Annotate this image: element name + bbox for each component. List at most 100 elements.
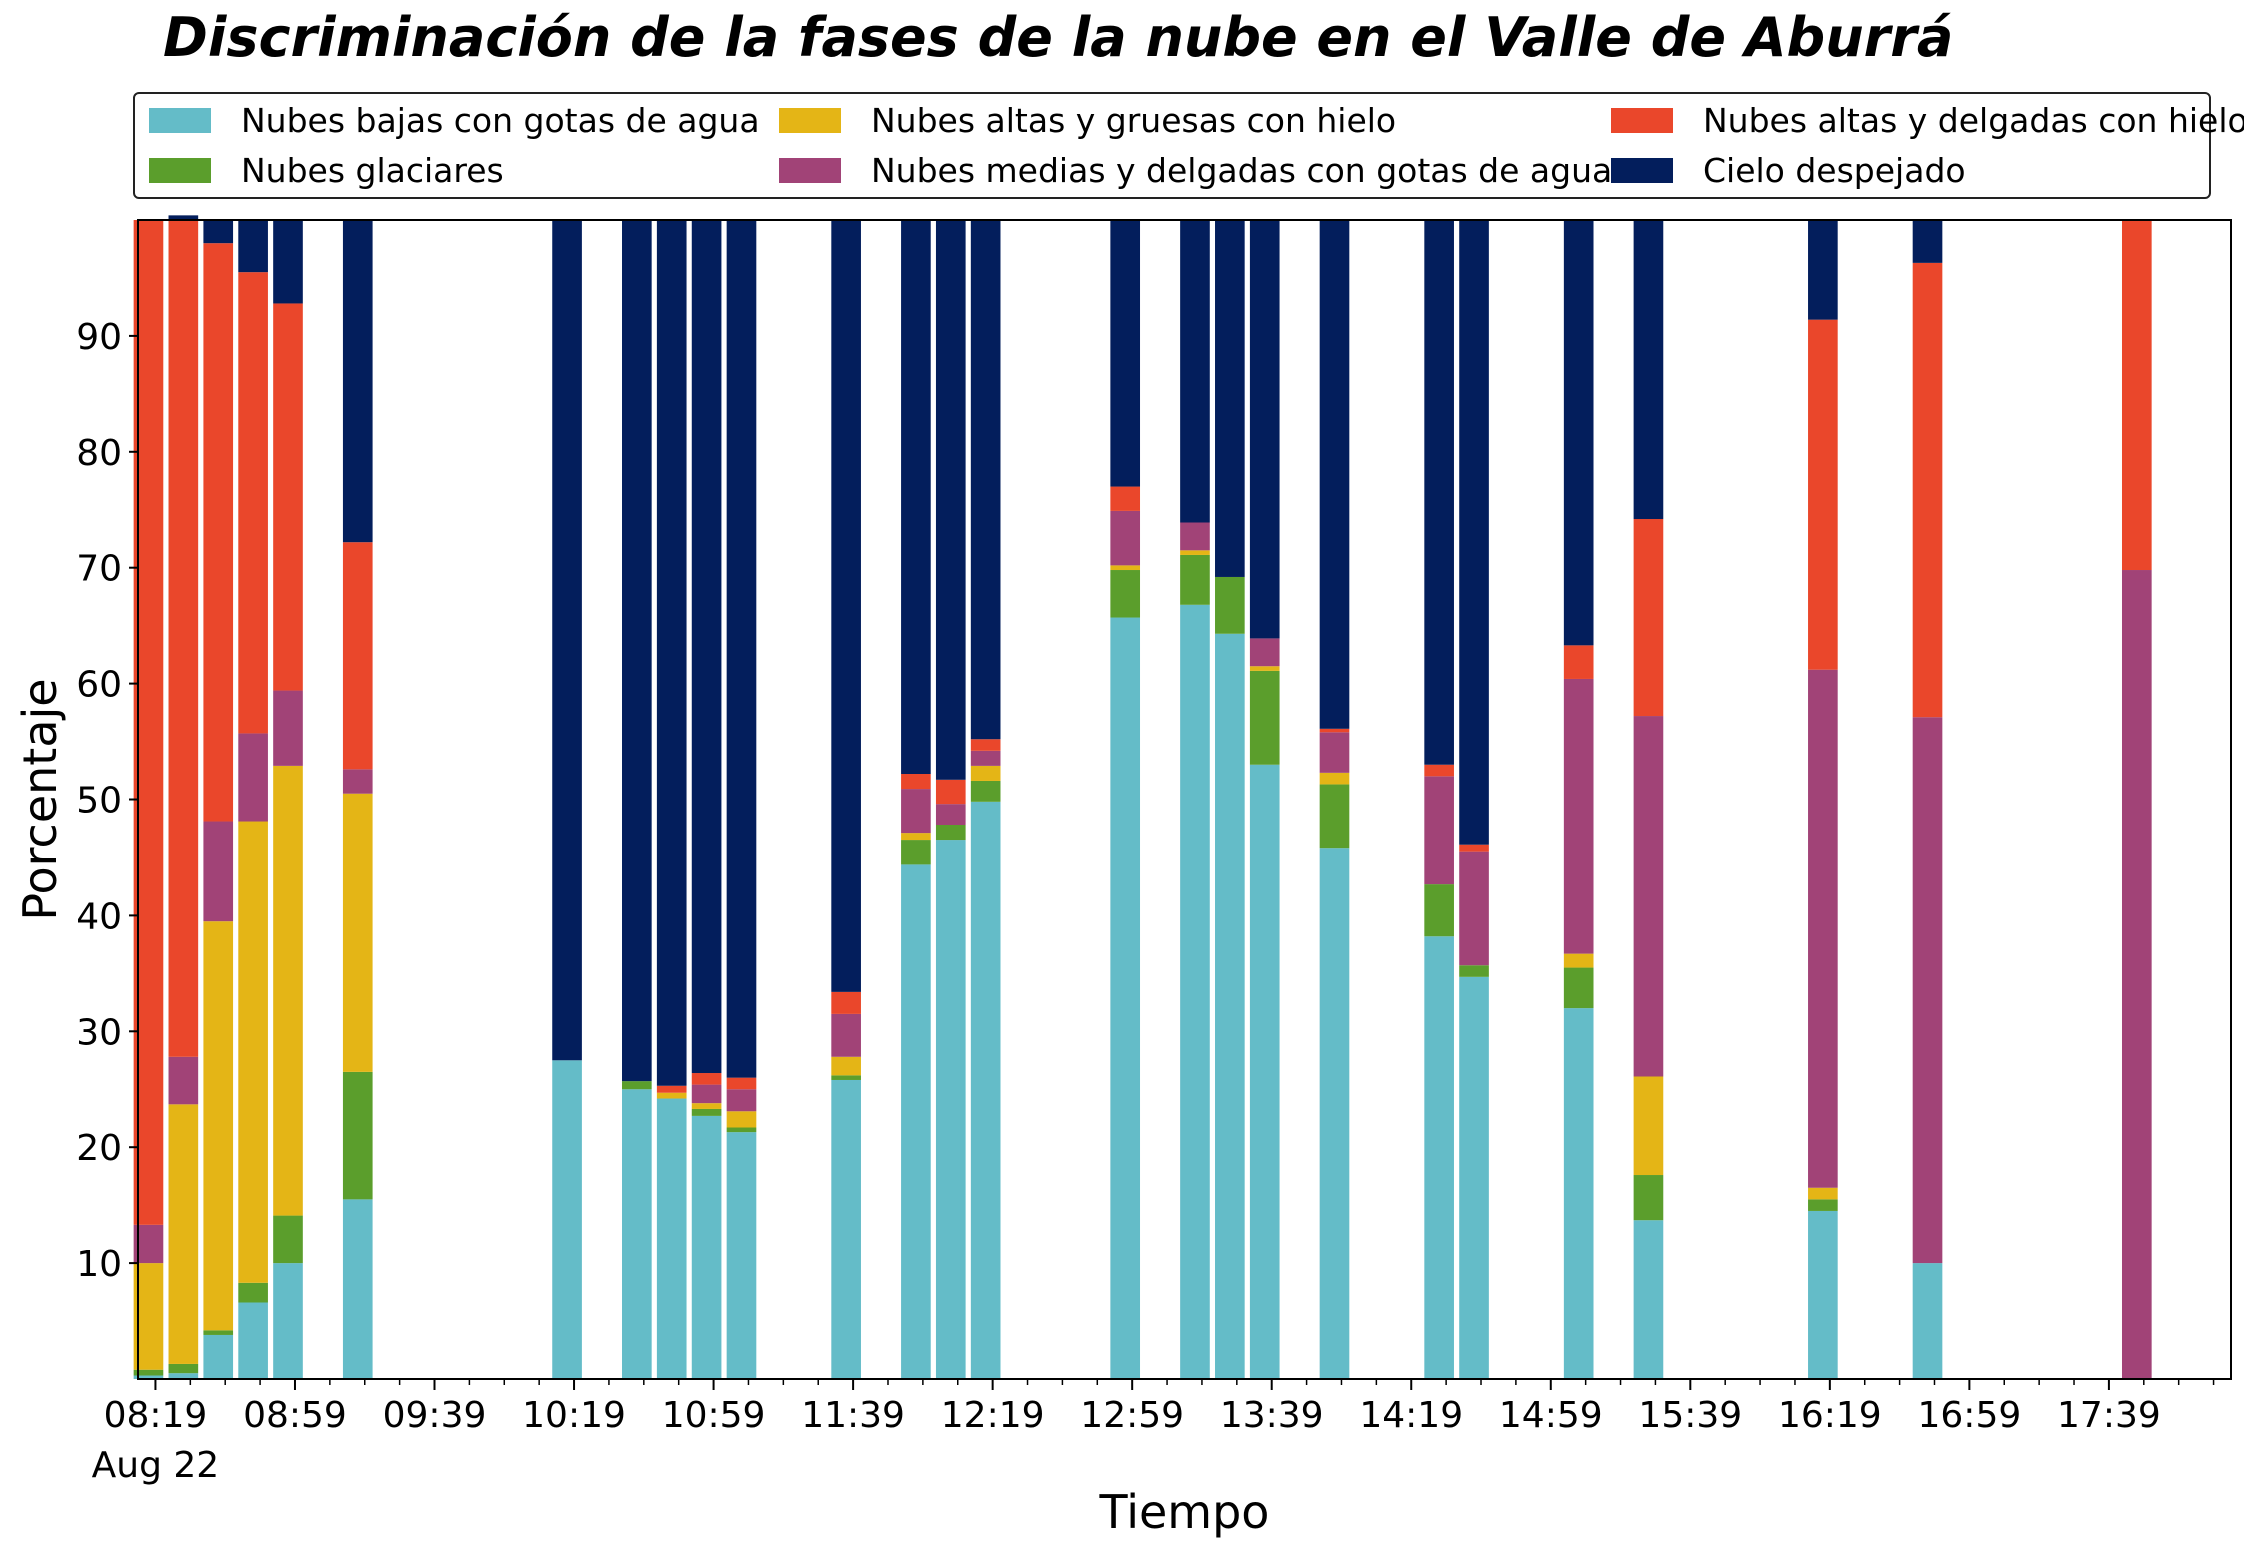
legend-swatch	[779, 157, 841, 183]
y-tick-label: 30	[76, 1012, 122, 1053]
bar-nubes-altas-y-delgadas-con-hielo	[342, 542, 373, 770]
bar-cielo-despejado	[1110, 220, 1141, 487]
x-tick-label: 11:39	[801, 1395, 905, 1436]
x-tick-label: 08:19	[104, 1395, 208, 1436]
bar-nubes-altas-y-gruesas-con-hielo	[273, 765, 303, 1216]
bar-nubes-altas-y-delgadas-con-hielo	[970, 739, 1001, 751]
x-tick-label: 10:59	[662, 1395, 766, 1436]
bar-cielo-despejado	[656, 220, 687, 1086]
bar-nubes-altas-y-delgadas-con-hielo	[168, 220, 199, 1057]
bar-nubes-altas-y-delgadas-con-hielo	[1563, 645, 1594, 679]
y-tick-label: 20	[76, 1128, 122, 1169]
bar-nubes-glaciares	[1459, 965, 1489, 977]
bar-nubes-medias-y-delgadas-con-gotas-de-agua	[691, 1084, 722, 1104]
bar-nubes-altas-y-gruesas-con-hielo	[1180, 550, 1210, 555]
bar-nubes-bajas-con-gotas-de-agua	[901, 864, 931, 1379]
chart-title: Discriminación de la fases de la nube en…	[163, 6, 1954, 69]
bar-nubes-bajas-con-gotas-de-agua	[691, 1115, 722, 1379]
bar-nubes-glaciares	[168, 1363, 199, 1374]
x-axis-label: Tiempo	[1099, 1485, 1270, 1539]
bar-nubes-medias-y-delgadas-con-gotas-de-agua	[273, 690, 303, 766]
x-tick-label: 16:59	[1918, 1395, 2022, 1436]
bar-nubes-bajas-con-gotas-de-agua	[238, 1302, 268, 1379]
bar-nubes-glaciares	[970, 780, 1001, 802]
bar-nubes-glaciares	[691, 1108, 722, 1116]
bar-nubes-glaciares	[1808, 1199, 1838, 1211]
bar-nubes-glaciares	[1215, 576, 1245, 634]
bar-nubes-altas-y-gruesas-con-hielo	[831, 1056, 861, 1076]
y-axis-label: Porcentaje	[13, 678, 67, 920]
bar-nubes-glaciares	[1110, 570, 1141, 618]
bar-nubes-altas-y-delgadas-con-hielo	[1110, 486, 1141, 511]
legend-label: Nubes bajas con gotas de agua	[241, 100, 760, 140]
bar-nubes-bajas-con-gotas-de-agua	[1459, 976, 1489, 1379]
bar-nubes-altas-y-gruesas-con-hielo	[238, 821, 268, 1283]
bar-nubes-altas-y-gruesas-con-hielo	[1319, 772, 1350, 785]
bar-cielo-despejado	[1808, 220, 1838, 320]
bar-cielo-despejado	[552, 220, 582, 1061]
bar-nubes-altas-y-gruesas-con-hielo	[168, 1104, 199, 1364]
bar-cielo-despejado	[1180, 220, 1210, 523]
bar-cielo-despejado	[1424, 220, 1454, 765]
bar-nubes-medias-y-delgadas-con-gotas-de-agua	[1808, 669, 1838, 1188]
bar-nubes-altas-y-delgadas-con-hielo	[1459, 844, 1489, 852]
bar-nubes-glaciares	[1249, 670, 1280, 765]
bar-nubes-medias-y-delgadas-con-gotas-de-agua	[901, 789, 931, 834]
bar-nubes-altas-y-delgadas-con-hielo	[691, 1073, 722, 1085]
x-tick-label: 09:39	[383, 1395, 487, 1436]
bar-nubes-altas-y-delgadas-con-hielo	[1808, 319, 1838, 670]
bar-cielo-despejado	[935, 220, 966, 780]
bar-nubes-bajas-con-gotas-de-agua	[1633, 1220, 1664, 1379]
bar-nubes-glaciares	[1319, 784, 1350, 849]
bar-nubes-altas-y-gruesas-con-hielo	[901, 833, 931, 841]
bar-nubes-bajas-con-gotas-de-agua	[1563, 1008, 1594, 1379]
bar-nubes-glaciares	[901, 840, 931, 865]
bar-nubes-bajas-con-gotas-de-agua	[273, 1263, 303, 1379]
x-tick-label: 14:59	[1499, 1395, 1603, 1436]
bar-nubes-medias-y-delgadas-con-gotas-de-agua	[1912, 717, 1943, 1264]
x-tick-label: 12:59	[1080, 1395, 1184, 1436]
bar-nubes-glaciares	[1563, 967, 1594, 1009]
bar-nubes-bajas-con-gotas-de-agua	[831, 1079, 861, 1379]
bar-nubes-altas-y-delgadas-con-hielo	[726, 1077, 757, 1090]
bar-cielo-despejado	[273, 220, 303, 304]
bar-nubes-medias-y-delgadas-con-gotas-de-agua	[1424, 776, 1454, 885]
legend-label: Nubes altas y gruesas con hielo	[871, 100, 1397, 140]
bar-nubes-medias-y-delgadas-con-gotas-de-agua	[1633, 716, 1664, 1077]
bar-nubes-altas-y-delgadas-con-hielo	[831, 991, 861, 1014]
bar-nubes-glaciares	[273, 1215, 303, 1264]
bar-cielo-despejado	[1633, 220, 1664, 520]
x-tick-label: 17:39	[2057, 1395, 2161, 1436]
bar-nubes-medias-y-delgadas-con-gotas-de-agua	[168, 1056, 199, 1105]
x-tick-label: 12:19	[941, 1395, 1045, 1436]
bar-nubes-altas-y-delgadas-con-hielo	[238, 272, 268, 734]
bar-nubes-altas-y-gruesas-con-hielo	[1633, 1076, 1664, 1176]
bar-nubes-bajas-con-gotas-de-agua	[1180, 604, 1210, 1379]
bar-nubes-glaciares	[1180, 554, 1210, 605]
bar-nubes-bajas-con-gotas-de-agua	[552, 1060, 582, 1379]
bar-nubes-medias-y-delgadas-con-gotas-de-agua	[342, 769, 373, 794]
bar-nubes-altas-y-gruesas-con-hielo	[1110, 565, 1141, 571]
bar-nubes-glaciares	[203, 1330, 234, 1335]
x-date-label: Aug 22	[92, 1445, 220, 1486]
bar-nubes-glaciares	[342, 1071, 373, 1200]
bar-nubes-medias-y-delgadas-con-gotas-de-agua	[1110, 510, 1141, 566]
bar-nubes-altas-y-delgadas-con-hielo	[1319, 728, 1350, 733]
bar-nubes-bajas-con-gotas-de-agua	[935, 840, 966, 1379]
y-tick-label: 80	[76, 433, 122, 474]
bar-nubes-glaciares	[935, 825, 966, 841]
bar-nubes-glaciares	[238, 1282, 268, 1303]
bar-nubes-bajas-con-gotas-de-agua	[726, 1132, 757, 1379]
legend-item-nubes-medias-y-delgadas-con-gotas-de-agua: Nubes medias y delgadas con gotas de agu…	[779, 150, 1612, 190]
bar-nubes-bajas-con-gotas-de-agua	[1808, 1210, 1838, 1379]
bar-nubes-altas-y-gruesas-con-hielo	[1563, 953, 1594, 968]
x-tick-label: 10:19	[522, 1395, 626, 1436]
bar-nubes-altas-y-gruesas-con-hielo	[726, 1111, 757, 1128]
bar-nubes-altas-y-gruesas-con-hielo	[970, 765, 1001, 781]
bar-nubes-medias-y-delgadas-con-gotas-de-agua	[203, 821, 234, 922]
bar-cielo-despejado	[901, 220, 931, 774]
bar-nubes-medias-y-delgadas-con-gotas-de-agua	[935, 804, 966, 825]
bar-cielo-despejado	[1912, 220, 1943, 263]
bar-cielo-despejado	[238, 220, 268, 273]
